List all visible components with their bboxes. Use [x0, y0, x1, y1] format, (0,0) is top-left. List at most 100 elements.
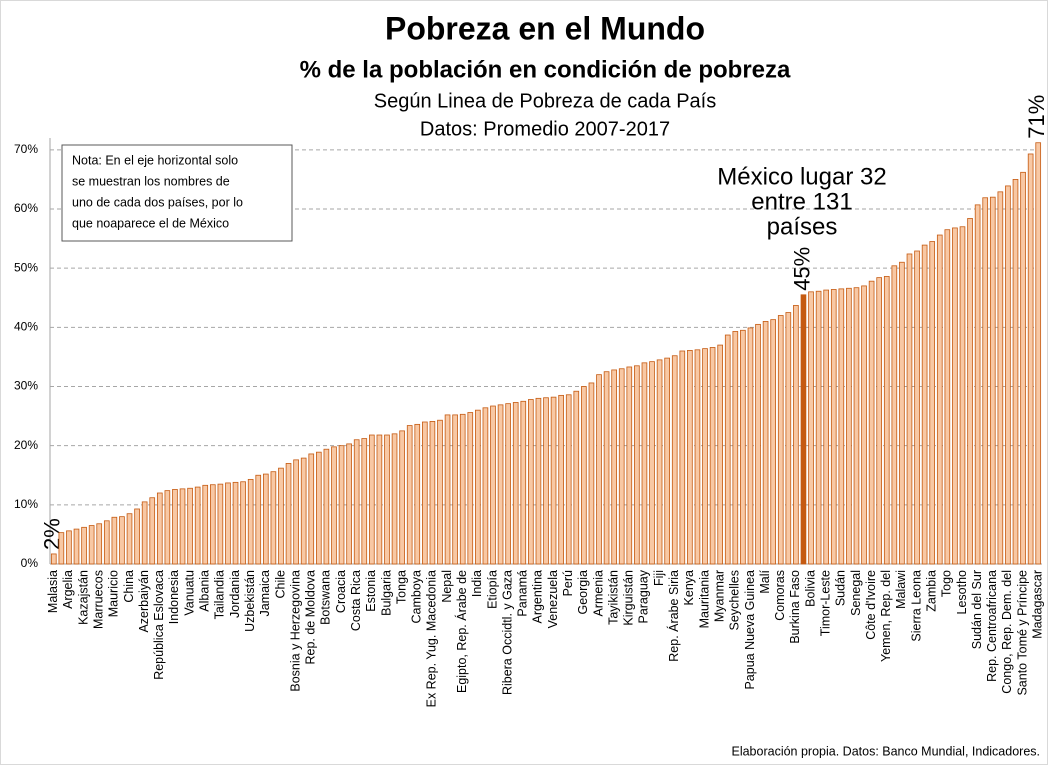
bar — [649, 361, 655, 565]
bar — [982, 197, 989, 565]
x-tick-label: Sierra Leona — [909, 570, 923, 642]
bar — [323, 448, 330, 565]
y-tick-label: 40% — [14, 320, 38, 334]
x-tick-label: Sudán — [834, 570, 848, 606]
chart-subtitle: Datos: Promedio 2007-2017 — [420, 118, 670, 140]
bar — [936, 234, 943, 565]
bar — [126, 513, 133, 565]
bar — [399, 430, 405, 565]
bar — [225, 482, 231, 565]
data-label: 45% — [789, 247, 814, 291]
bar — [747, 327, 754, 565]
bar — [679, 350, 686, 565]
bar — [384, 434, 390, 565]
annotation: países — [767, 213, 838, 240]
bar — [793, 305, 799, 565]
x-tick-label: Armenia — [591, 570, 605, 617]
chart-subtitle: % de la población en condición de pobrez… — [300, 56, 791, 83]
x-tick-label: Albania — [198, 570, 212, 612]
bar — [1020, 171, 1026, 565]
bar — [823, 289, 830, 565]
y-tick-label: 0% — [21, 556, 39, 570]
x-tick-label: Seychelles — [728, 570, 742, 630]
note-box — [61, 144, 293, 242]
chart-subtitle: Según Linea de Pobreza de cada País — [374, 90, 716, 112]
y-tick-label: 20% — [14, 438, 38, 452]
bar — [543, 397, 549, 565]
bar — [853, 287, 860, 565]
bar — [830, 289, 837, 565]
bar — [308, 453, 315, 565]
y-tick-label: 30% — [14, 379, 38, 393]
bar — [414, 423, 421, 565]
bar — [618, 368, 625, 565]
x-tick-label: Costa Rica — [349, 570, 363, 631]
bar — [103, 520, 110, 565]
bar — [891, 265, 898, 565]
bar — [588, 382, 595, 565]
bar — [149, 497, 156, 565]
bar — [1027, 153, 1034, 565]
bar — [717, 344, 723, 565]
source-note: Elaboración propia. Datos: Banco Mundial… — [731, 744, 1040, 758]
x-tick-label: Chile — [273, 570, 287, 599]
x-tick-label: Timor-Leste — [818, 570, 832, 636]
x-tick-label: Bulgaria — [379, 570, 393, 616]
bar — [952, 227, 958, 565]
bar — [770, 319, 776, 565]
note-text: uno de cada dos países, por lo — [72, 195, 243, 209]
bar — [512, 402, 519, 565]
x-tick-label: Botswana — [319, 570, 333, 625]
bar — [641, 362, 648, 565]
bar — [808, 291, 814, 565]
bar — [611, 369, 617, 565]
bar — [194, 486, 201, 565]
x-tick-label: Nepal — [440, 570, 454, 603]
x-tick-label: India — [470, 570, 484, 597]
x-tick-label: Congo, Rep. Dem. del — [1000, 570, 1014, 694]
bar — [452, 414, 458, 565]
bar — [187, 487, 193, 565]
bar — [88, 525, 95, 565]
x-tick-label: Tailandia — [213, 570, 227, 619]
bar — [376, 434, 383, 565]
bar — [876, 277, 883, 565]
bar — [240, 481, 246, 565]
bar — [846, 287, 852, 565]
bar — [906, 253, 913, 565]
y-tick-label: 60% — [14, 201, 38, 215]
x-tick-label: Kenya — [682, 570, 696, 605]
bar — [338, 445, 345, 565]
x-tick-label: Senegal — [849, 570, 863, 616]
bar — [861, 285, 867, 565]
bar — [603, 371, 610, 565]
bar — [422, 421, 428, 565]
bar — [1012, 179, 1019, 565]
x-tick-label: Rep. Centroafricana — [985, 570, 999, 682]
x-tick-label: Ex Rep. Yug. Macedonia — [425, 570, 439, 707]
bar — [482, 407, 489, 565]
bar — [293, 459, 299, 565]
bar — [967, 218, 973, 565]
bar — [172, 489, 178, 565]
bar — [285, 463, 292, 565]
bar — [762, 321, 769, 565]
bar — [346, 443, 352, 565]
bar — [497, 404, 504, 565]
bar — [724, 334, 731, 565]
bar — [944, 229, 951, 565]
bar — [437, 419, 443, 565]
x-tick-label: Estonia — [364, 570, 378, 612]
bar — [732, 331, 739, 565]
bar — [111, 516, 118, 565]
bar — [815, 290, 822, 565]
bar — [596, 374, 602, 565]
bar — [565, 394, 572, 565]
bar — [535, 397, 542, 565]
bar — [914, 250, 920, 565]
bar — [316, 451, 322, 565]
bar — [959, 226, 966, 565]
bar — [656, 359, 663, 565]
bar — [353, 439, 360, 565]
x-tick-label: Uzbekistán — [243, 570, 257, 632]
